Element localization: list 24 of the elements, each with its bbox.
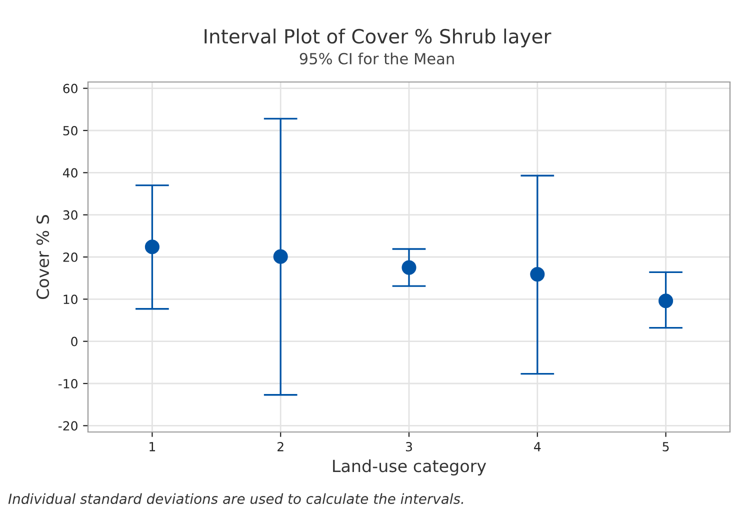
point bbox=[530, 267, 545, 282]
point bbox=[402, 260, 416, 275]
point bbox=[273, 249, 288, 264]
point bbox=[658, 294, 674, 308]
x-tick-label: 4 bbox=[534, 442, 541, 452]
y-tick-label: 10 bbox=[64, 294, 78, 304]
point bbox=[144, 240, 160, 254]
x-axis-title: Land-use category bbox=[333, 459, 486, 476]
y-tick-label: 60 bbox=[63, 84, 78, 94]
text: Individual standard deviations are used to calculate the intervals. bbox=[8, 493, 464, 504]
y-tick-label: 50 bbox=[63, 126, 78, 136]
x-tick-label: 2 bbox=[278, 442, 284, 452]
y-tick-label: 40 bbox=[62, 168, 78, 178]
y-tick-label: -10 bbox=[58, 378, 78, 388]
chart-subtitle: 95% CI for the Mean bbox=[300, 52, 454, 64]
chart-title: Interval Plot of Cover % Shrub layer bbox=[204, 28, 552, 48]
y-axis-title: Cover % S bbox=[36, 215, 50, 299]
y-tick-label: 0 bbox=[71, 336, 78, 346]
x-tick-label: 3 bbox=[406, 442, 412, 452]
x-tick-label: 1 bbox=[150, 442, 156, 452]
y-tick-label: 20 bbox=[63, 252, 78, 262]
x-tick-label: 5 bbox=[662, 442, 669, 452]
y-tick-label: -20 bbox=[58, 421, 78, 431]
y-tick-label: 30 bbox=[63, 210, 78, 220]
